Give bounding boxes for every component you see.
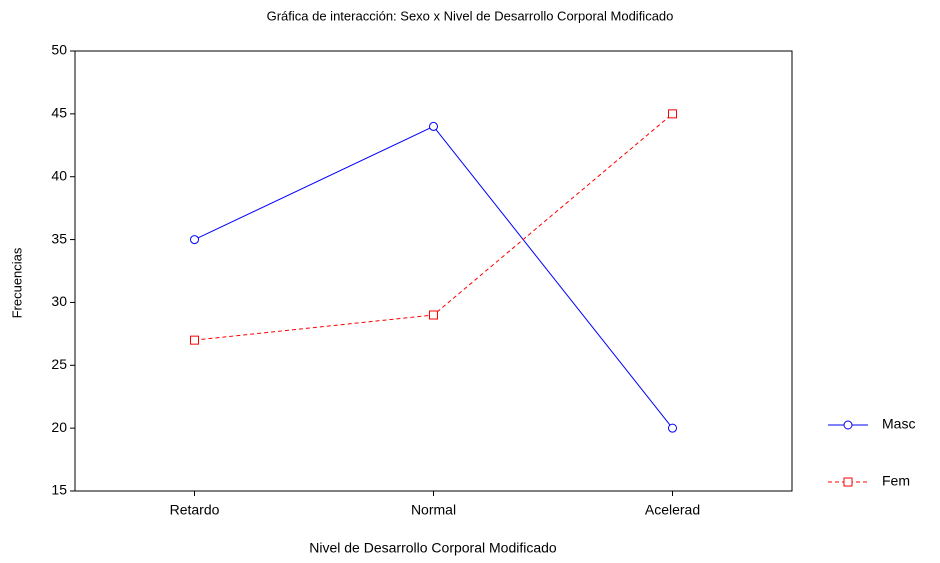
y-tick-label: 50 [51, 42, 67, 58]
y-tick-label: 30 [51, 293, 67, 309]
chart-title: Gráfica de interacción: Sexo x Nivel de … [267, 8, 674, 23]
marker [190, 335, 199, 345]
legend-marker [843, 477, 853, 487]
y-tick-label: 40 [51, 167, 67, 183]
y-tick-label: 15 [51, 482, 67, 498]
x-axis-label: Nivel de Desarrollo Corporal Modificado [309, 540, 557, 556]
x-tick-label: Normal [411, 502, 456, 518]
y-tick-label: 45 [51, 105, 67, 121]
legend-label: Masc [882, 416, 915, 432]
y-tick-label: 25 [51, 356, 67, 372]
y-axis-label: Frecuencias [9, 247, 24, 318]
y-tick-label: 35 [51, 230, 67, 246]
marker [668, 423, 677, 433]
y-tick-label: 20 [51, 419, 67, 435]
marker [668, 109, 677, 119]
marker [190, 235, 199, 245]
x-tick-label: Retardo [170, 502, 220, 518]
legend-marker [843, 420, 853, 430]
marker [429, 310, 438, 320]
legend-label: Fem [882, 473, 910, 489]
marker [429, 121, 438, 131]
x-tick-label: Acelerad [645, 502, 700, 518]
